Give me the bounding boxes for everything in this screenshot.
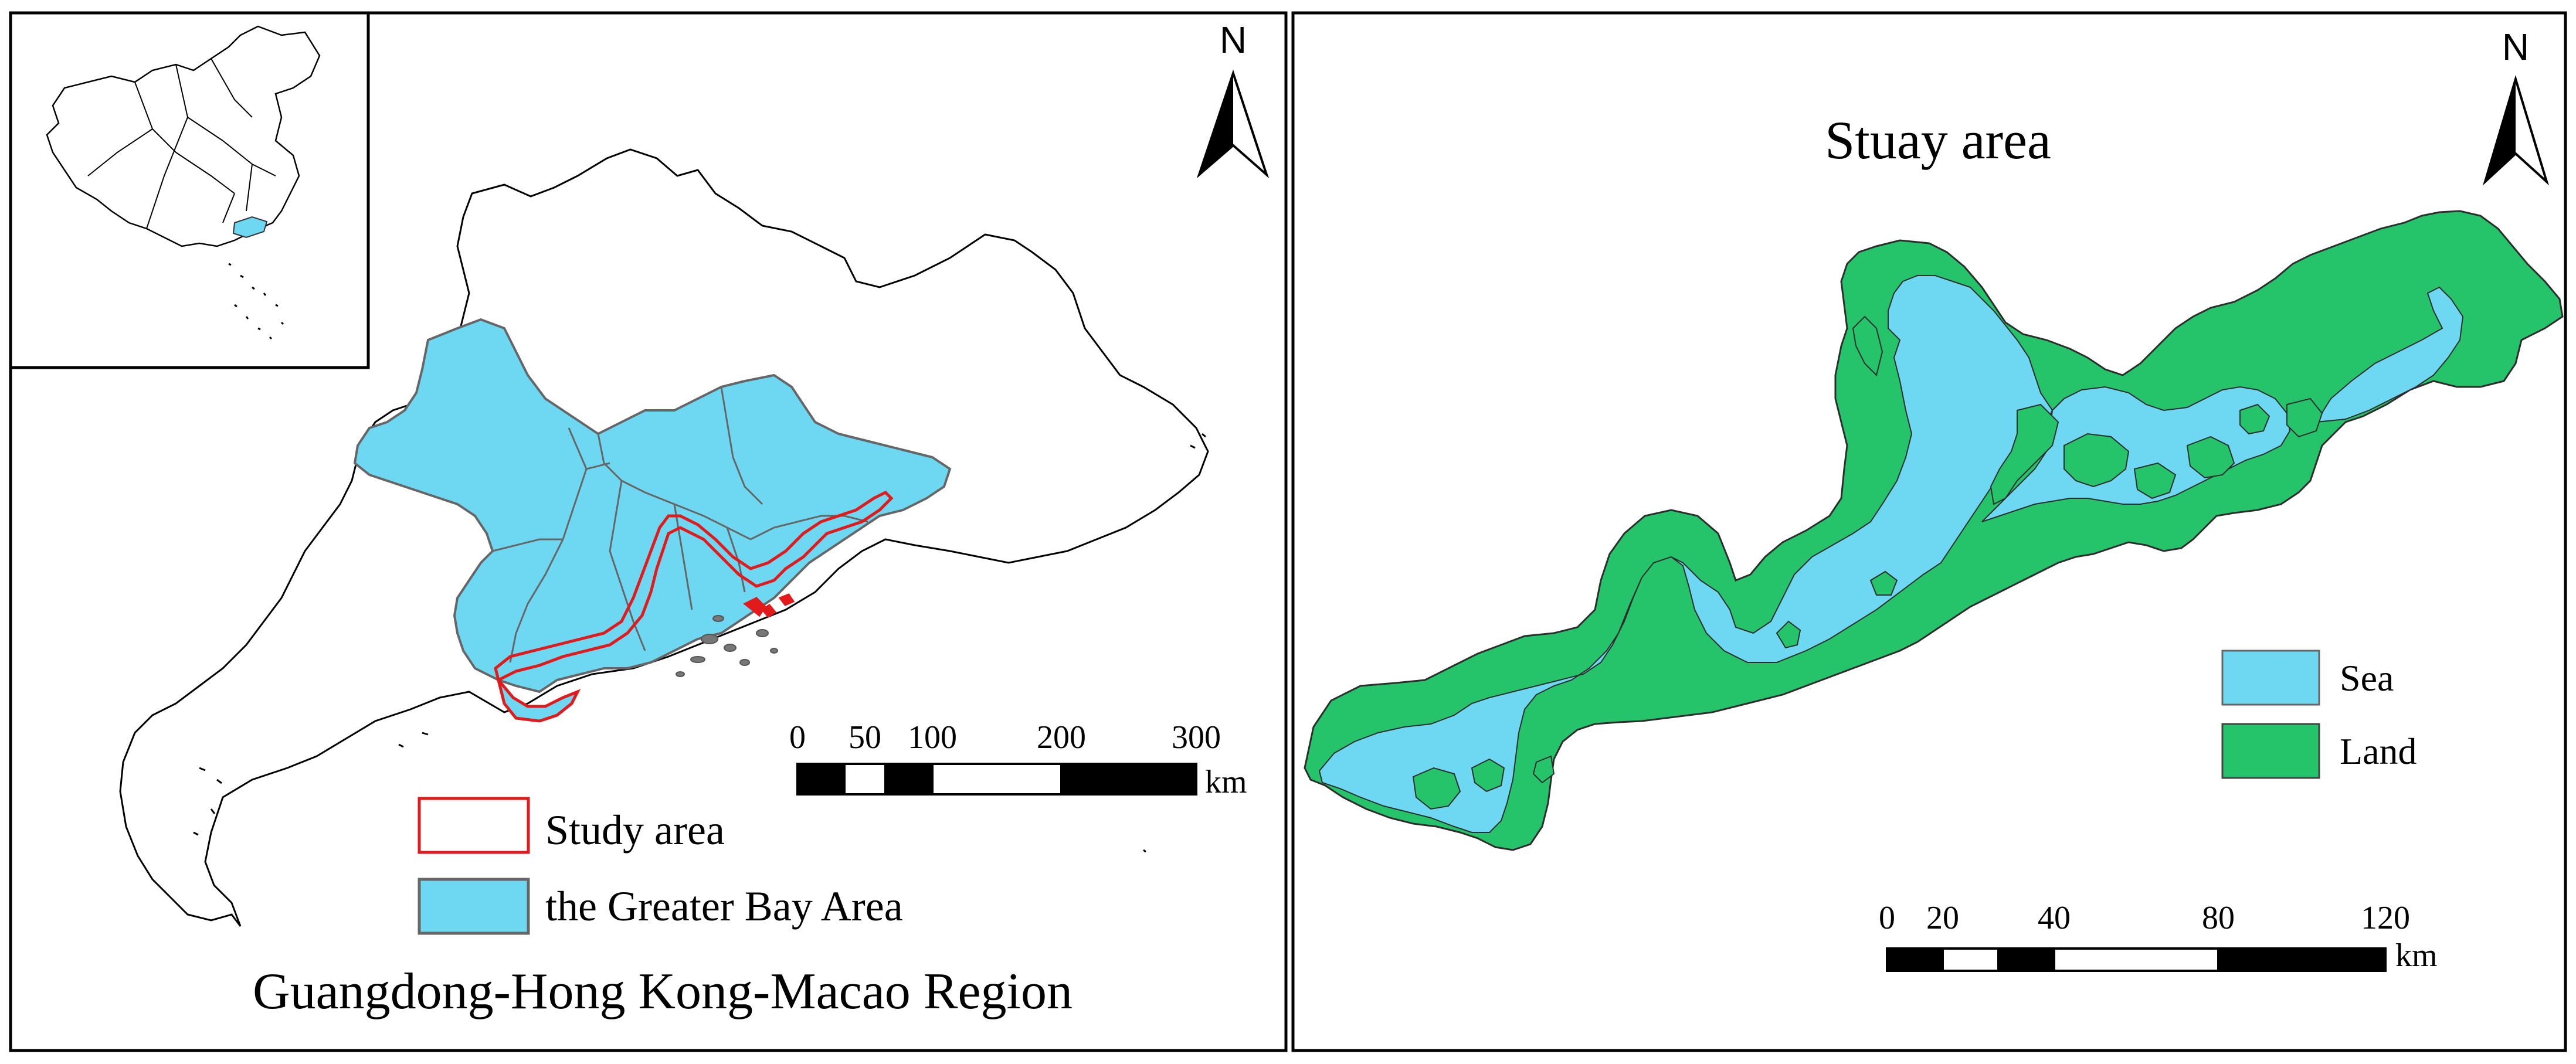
province-lines bbox=[87, 58, 276, 229]
svg-text:N: N bbox=[2502, 26, 2529, 68]
scale-tick-4: 120 bbox=[2361, 900, 2410, 936]
scale-unit: km bbox=[2395, 937, 2438, 974]
north-arrow-right: N bbox=[2483, 26, 2550, 186]
china-inset-map bbox=[9, 11, 370, 369]
scale-tick-2: 40 bbox=[2038, 900, 2071, 936]
legend-label-study-area: Study area bbox=[545, 807, 725, 854]
gba-islands bbox=[676, 615, 778, 677]
study-area-outline bbox=[494, 490, 894, 682]
scale-unit: km bbox=[1205, 764, 1247, 800]
legend-right: Sea Land bbox=[2221, 650, 2417, 779]
right-panel-title: Stuay area bbox=[1825, 110, 2051, 170]
legend-left: Study area the Greater Bay Area bbox=[418, 797, 903, 935]
scale-tick-3: 80 bbox=[2202, 900, 2235, 936]
sea-area-far-east bbox=[2315, 286, 2464, 423]
south-sea-islands bbox=[228, 263, 284, 340]
legend-swatch-land bbox=[2221, 723, 2320, 779]
scale-tick-0: 0 bbox=[789, 719, 806, 756]
svg-text:N: N bbox=[1220, 19, 1247, 61]
land-patches bbox=[1412, 315, 2323, 810]
scale-tick-0: 0 bbox=[1879, 900, 1895, 936]
scale-tick-1: 50 bbox=[849, 719, 881, 756]
legend-swatch-sea bbox=[2221, 650, 2320, 706]
sea-area bbox=[1318, 275, 2054, 833]
inset-gba-highlight bbox=[232, 216, 268, 239]
legend-swatch-study-area bbox=[418, 797, 530, 854]
coastal-islets bbox=[193, 433, 1206, 853]
study-area-western-segment bbox=[497, 679, 581, 723]
scale-tick-1: 20 bbox=[1926, 900, 1959, 936]
scale-tick-4: 300 bbox=[1172, 719, 1221, 756]
legend-swatch-gba bbox=[418, 878, 530, 935]
study-area-eastern-islands bbox=[743, 593, 795, 618]
right-panel: Stuay area N bbox=[1291, 11, 2567, 1052]
legend-label-gba: the Greater Bay Area bbox=[545, 883, 903, 930]
scale-bar-left: 0 50 100 200 300 km bbox=[789, 719, 1247, 800]
scale-tick-3: 200 bbox=[1037, 719, 1086, 756]
left-panel-caption: Guangdong-Hong Kong-Macao Region bbox=[253, 963, 1073, 1020]
left-panel: N 0 50 100 200 300 km Study area the Gre… bbox=[9, 11, 1288, 1052]
sea-area-east bbox=[1981, 386, 2291, 522]
north-arrow-left: N bbox=[1196, 19, 1270, 179]
scale-bar-right: 0 20 40 80 120 km bbox=[1879, 900, 2438, 974]
gba-city-boundaries bbox=[492, 386, 868, 663]
scale-tick-2: 100 bbox=[908, 719, 957, 756]
legend-label-sea: Sea bbox=[2340, 657, 2394, 699]
legend-label-land: Land bbox=[2340, 730, 2417, 772]
